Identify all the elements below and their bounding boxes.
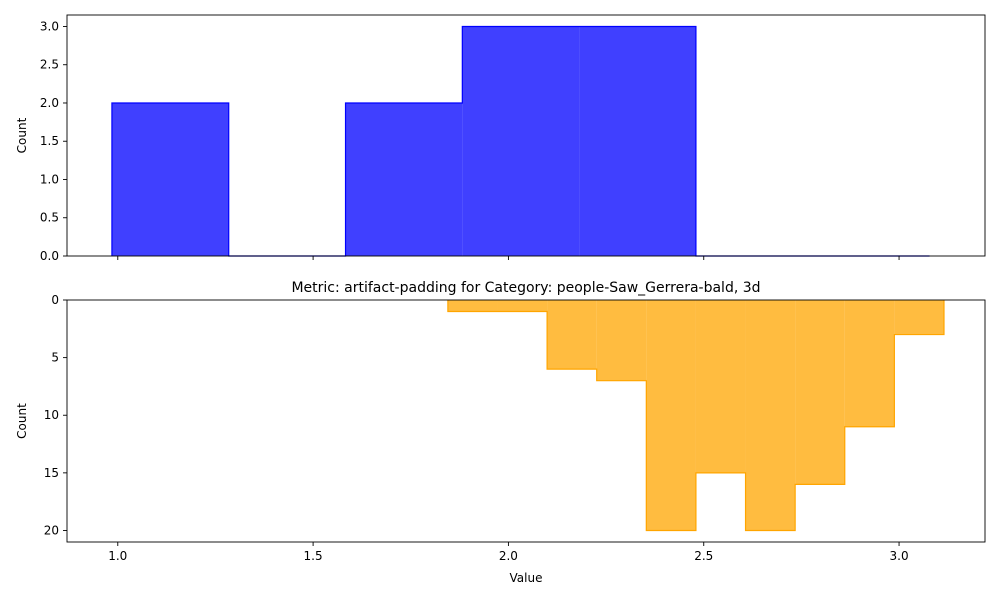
histogram-bar <box>646 300 696 531</box>
histogram-bar <box>596 300 647 381</box>
histogram-bar <box>345 102 463 256</box>
histogram-bar <box>111 102 229 256</box>
histogram-bar <box>497 300 548 312</box>
y-axis-label: Count <box>15 117 29 153</box>
axes-frame <box>66 299 986 543</box>
y-tick-label: 0 <box>51 293 59 307</box>
y-tick-label: 20 <box>44 523 59 537</box>
histogram-bar <box>447 300 498 312</box>
histogram-bar <box>695 300 746 473</box>
x-tick-label: 2.0 <box>499 549 518 563</box>
y-tick-label: 1.0 <box>40 172 59 186</box>
x-tick-label: 1.0 <box>108 549 127 563</box>
histogram-bar <box>894 300 944 335</box>
histogram-outline <box>447 300 945 532</box>
y-tick-label: 10 <box>44 408 59 422</box>
histogram-bar <box>547 300 597 370</box>
y-tick-label: 2.0 <box>40 96 59 110</box>
chart-title: Metric: artifact-padding for Category: p… <box>291 280 760 296</box>
x-axis-label: Value <box>510 571 543 585</box>
y-tick-label: 0.0 <box>40 249 59 263</box>
x-tick-label: 3.0 <box>890 549 909 563</box>
histogram-bar <box>795 300 845 485</box>
y-axis-label: Count <box>15 403 29 439</box>
histogram-bar <box>745 300 796 531</box>
y-tick-label: 2.5 <box>40 58 59 72</box>
x-tick-label: 2.5 <box>694 549 713 563</box>
histogram-bar <box>844 300 895 427</box>
y-tick-label: 15 <box>44 466 59 480</box>
y-tick-label: 5 <box>51 351 59 365</box>
x-tick-label: 1.5 <box>304 549 323 563</box>
top-histogram-panel: 0.0 0.5 1.0 1.5 2.0 2.5 3.0 Count <box>15 14 986 263</box>
axes-frame <box>66 14 986 257</box>
y-tick-label: 3.0 <box>40 19 59 33</box>
histogram-bar <box>462 26 580 256</box>
y-tick-label: 0.5 <box>40 211 59 225</box>
histogram-bar <box>579 26 696 256</box>
bottom-histogram-panel: 1.0 1.5 2.0 2.5 3.0 0 5 10 15 20 Count Value Metric:… <box>15 280 986 585</box>
y-tick-label: 1.5 <box>40 134 59 148</box>
